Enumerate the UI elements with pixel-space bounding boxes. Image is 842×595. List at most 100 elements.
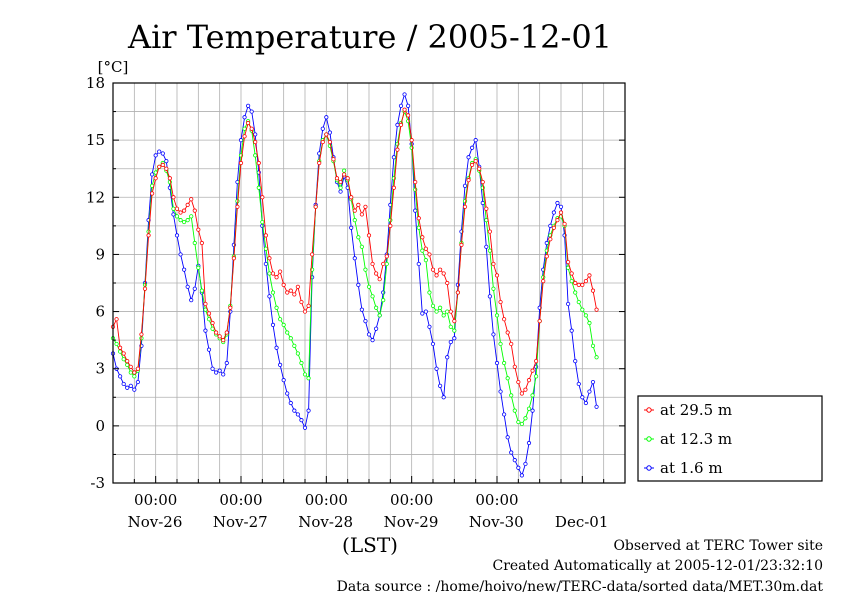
data-point bbox=[569, 328, 574, 333]
data-point bbox=[573, 358, 578, 364]
data-point bbox=[498, 389, 503, 394]
data-point bbox=[210, 326, 215, 331]
data-point bbox=[555, 200, 560, 206]
data-point bbox=[253, 153, 258, 158]
data-point bbox=[512, 408, 517, 413]
data-point bbox=[114, 341, 119, 347]
data-point bbox=[238, 138, 244, 143]
data-point bbox=[260, 219, 265, 225]
data-point bbox=[150, 191, 155, 196]
data-point bbox=[445, 309, 450, 314]
data-point bbox=[324, 115, 329, 120]
data-point bbox=[523, 416, 528, 421]
data-point bbox=[189, 214, 194, 219]
data-point bbox=[583, 313, 588, 318]
data-point bbox=[587, 273, 592, 278]
data-point bbox=[125, 385, 130, 390]
data-point bbox=[263, 233, 268, 238]
data-point bbox=[153, 153, 158, 158]
date-label: Nov-26 bbox=[128, 513, 183, 531]
data-point bbox=[530, 368, 535, 373]
data-point bbox=[349, 195, 354, 200]
time-tick-label: 00:00 bbox=[219, 491, 262, 509]
data-point bbox=[438, 305, 443, 310]
data-point bbox=[587, 320, 592, 326]
data-point bbox=[494, 360, 500, 366]
data-point bbox=[502, 360, 507, 366]
data-point bbox=[306, 376, 311, 381]
data-point bbox=[118, 374, 123, 379]
data-point bbox=[423, 258, 428, 263]
data-point bbox=[206, 317, 212, 322]
data-point bbox=[448, 324, 453, 329]
data-point bbox=[324, 132, 329, 137]
series-line bbox=[112, 108, 598, 395]
data-point bbox=[530, 408, 535, 413]
data-point bbox=[391, 155, 396, 160]
data-point bbox=[128, 364, 133, 369]
data-point bbox=[157, 149, 162, 154]
date-label: Dec-01 bbox=[555, 513, 608, 531]
data-point bbox=[523, 461, 528, 467]
data-point bbox=[430, 341, 436, 347]
legend: at 29.5 m at 12.3 m at 1.6 m bbox=[637, 395, 823, 482]
data-point bbox=[526, 378, 532, 383]
data-point bbox=[466, 155, 471, 160]
data-point bbox=[285, 391, 290, 396]
data-point bbox=[505, 435, 510, 440]
data-point bbox=[576, 282, 581, 288]
data-point bbox=[135, 379, 140, 385]
data-point bbox=[406, 103, 411, 108]
data-point bbox=[125, 358, 130, 364]
data-point bbox=[196, 265, 201, 270]
series-line bbox=[112, 110, 598, 425]
data-point bbox=[366, 332, 372, 337]
data-point bbox=[409, 138, 414, 143]
data-point bbox=[473, 138, 478, 143]
data-point bbox=[359, 307, 364, 312]
data-point bbox=[118, 345, 123, 350]
data-point bbox=[174, 233, 180, 238]
data-point bbox=[526, 440, 532, 446]
data-point bbox=[178, 218, 183, 223]
data-point bbox=[132, 370, 137, 375]
data-point bbox=[125, 362, 130, 368]
data-point bbox=[583, 400, 588, 406]
data-point bbox=[427, 252, 432, 257]
data-point bbox=[448, 309, 453, 314]
data-point bbox=[448, 339, 453, 345]
data-point bbox=[370, 338, 375, 343]
data-point bbox=[413, 208, 418, 213]
data-point bbox=[580, 282, 585, 288]
data-point bbox=[502, 412, 507, 417]
data-point bbox=[253, 132, 258, 137]
data-point bbox=[267, 271, 272, 276]
data-point bbox=[178, 210, 183, 215]
data-point bbox=[288, 400, 293, 406]
data-point bbox=[164, 166, 169, 171]
data-point bbox=[224, 330, 229, 335]
legend-label: at 1.6 m bbox=[660, 459, 723, 477]
date-label: Nov-28 bbox=[298, 513, 353, 531]
data-point bbox=[210, 366, 215, 371]
data-point bbox=[342, 172, 347, 177]
data-point bbox=[356, 235, 361, 240]
data-point bbox=[206, 347, 212, 352]
data-point bbox=[182, 208, 187, 213]
data-point bbox=[491, 261, 496, 267]
data-point bbox=[132, 387, 137, 392]
data-point bbox=[519, 473, 524, 478]
date-label: Nov-30 bbox=[469, 513, 524, 531]
data-point bbox=[338, 179, 343, 185]
data-point bbox=[526, 406, 532, 411]
data-point bbox=[583, 278, 588, 284]
data-point bbox=[573, 280, 578, 286]
data-point bbox=[199, 288, 204, 293]
time-tick-label: 00:00 bbox=[390, 491, 433, 509]
data-point bbox=[434, 309, 439, 314]
data-point bbox=[313, 204, 318, 209]
legend-swatch-marker bbox=[646, 465, 652, 471]
data-point bbox=[352, 218, 357, 223]
data-point bbox=[338, 185, 343, 190]
date-label: Nov-29 bbox=[384, 513, 439, 531]
